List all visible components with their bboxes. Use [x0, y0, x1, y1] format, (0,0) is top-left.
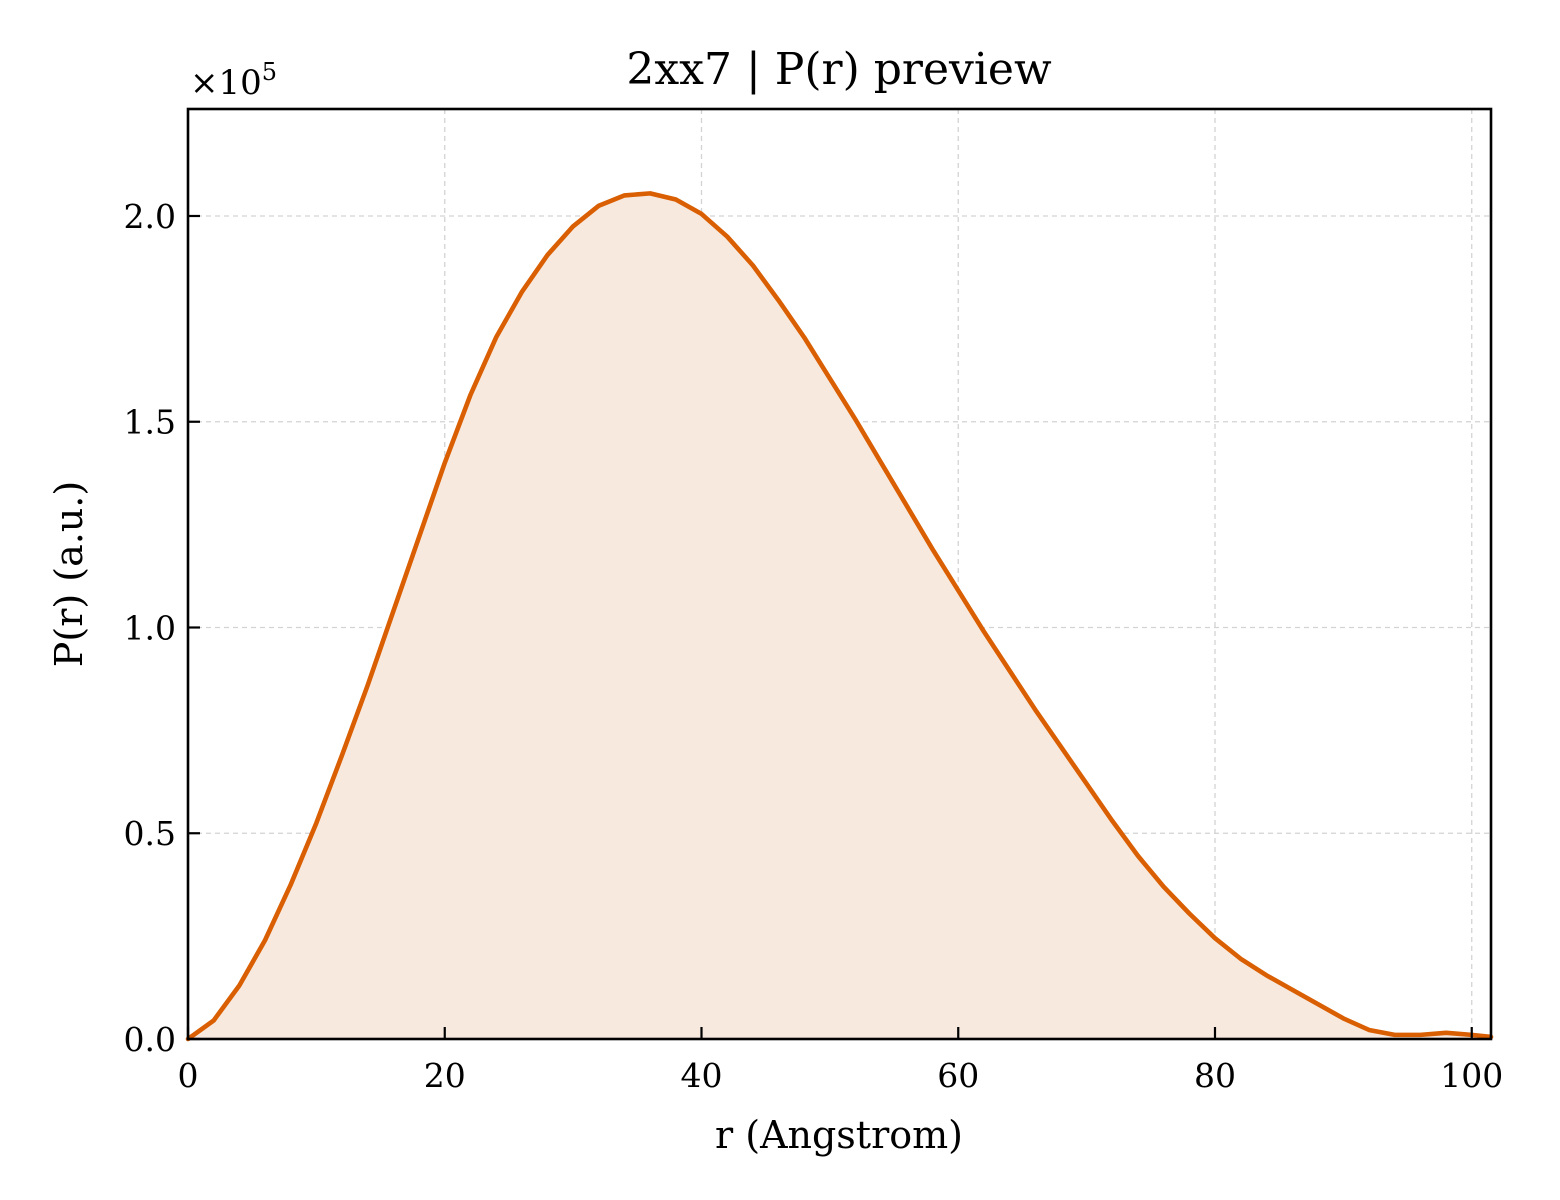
pr-curve-line: [185, 191, 1494, 1042]
plot-frame: [186, 107, 1493, 1041]
y-tick-label: 1.5: [124, 403, 176, 442]
pr-area-fill: [188, 193, 1491, 1040]
x-axis-label: r (Angstrom): [715, 1113, 963, 1157]
chart-title: 2xx7 | P(r) preview: [626, 44, 1052, 95]
y-axis-multiplier-exponent: 5: [262, 58, 277, 86]
y-axis-multiplier-base: ×10: [190, 63, 262, 103]
y-axis-label: P(r) (a.u.): [47, 481, 91, 667]
y-axis-multiplier: ×105: [190, 58, 277, 103]
tick-layer: 0 20 40 60 80 100 0.0 0.5 1.0 1.5 2.0: [124, 197, 1504, 1095]
x-tick-label: 80: [1194, 1056, 1236, 1095]
y-tick-label: 1.0: [124, 608, 176, 647]
line-layer: [185, 191, 1494, 1042]
y-tick-label: 0.0: [124, 1020, 176, 1059]
x-tick-label: 20: [424, 1056, 466, 1095]
y-tick-label: 0.5: [124, 814, 176, 853]
x-tick-label: 0: [178, 1056, 199, 1095]
x-tick-label: 100: [1440, 1056, 1503, 1095]
area-layer: [188, 193, 1491, 1040]
x-tick-label: 40: [680, 1056, 722, 1095]
y-tick-label: 2.0: [124, 197, 176, 236]
x-tick-label: 60: [937, 1056, 979, 1095]
